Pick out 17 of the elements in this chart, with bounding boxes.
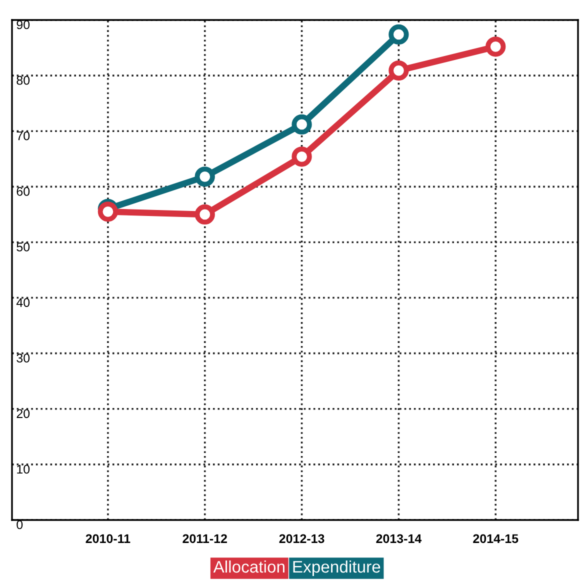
y-tick-label: 30 bbox=[16, 354, 30, 363]
y-tick-label: 10 bbox=[17, 464, 30, 474]
x-tick-label: 2013-14 bbox=[376, 534, 422, 544]
text: Expenditure bbox=[293, 560, 380, 576]
x-tick-label: 2010-11 bbox=[86, 534, 130, 544]
y-tick-label: 0 bbox=[16, 520, 23, 530]
text: Allocation bbox=[213, 560, 284, 573]
y-tick-label: 90 bbox=[16, 20, 30, 30]
y-tick-label: 70 bbox=[16, 131, 30, 140]
y-tick-label: 50 bbox=[16, 242, 30, 252]
x-tick-label: 2011-12 bbox=[182, 534, 227, 544]
y-tick-label: 80 bbox=[16, 76, 30, 85]
x-tick-label: 2014-15 bbox=[473, 534, 518, 544]
x-tick-label: 2012-13 bbox=[279, 534, 324, 544]
y-tick-label: 40 bbox=[16, 298, 30, 307]
y-tick-label: 60 bbox=[16, 186, 30, 196]
y-tick-label: 20 bbox=[16, 409, 30, 418]
